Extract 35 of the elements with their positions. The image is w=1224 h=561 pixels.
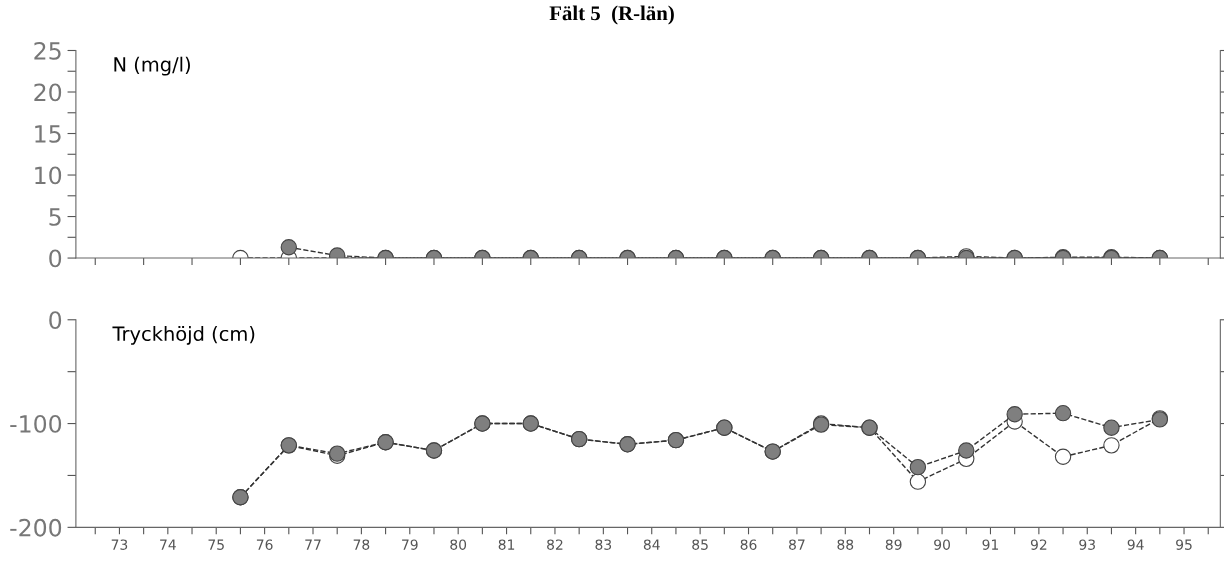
chart-title: Fält 5 (R-län) (549, 5, 674, 25)
x-tick-label: 74 (160, 539, 176, 550)
x-tick-label: 85 (692, 539, 708, 550)
x-tick-label: 89 (885, 539, 902, 550)
y-tick-label: 25 (34, 41, 61, 60)
x-tick-label: 77 (305, 539, 321, 550)
x-tick-label: 92 (1030, 539, 1047, 550)
x-tick-label: 93 (1079, 539, 1095, 550)
y-tick-label: 15 (35, 125, 61, 143)
y-tick-label: 0 (49, 249, 62, 268)
y-tick-label: -200 (10, 518, 62, 537)
x-tick-label: 86 (740, 539, 757, 550)
x-tick-label: 87 (789, 539, 805, 550)
x-tick-label: 84 (643, 539, 660, 550)
y-tick-label: 0 (49, 311, 62, 330)
y-tick-label: -100 (10, 415, 62, 433)
x-tick-label: 95 (1176, 539, 1192, 550)
x-tick-label: 91 (982, 539, 999, 550)
x-tick-label: 94 (1127, 539, 1144, 550)
y-axis-title: Tryckhöjd (cm) (112, 326, 255, 345)
x-tick-label: 75 (208, 539, 224, 550)
x-tick-label: 76 (256, 539, 273, 550)
y-tick-label: 20 (34, 83, 62, 102)
y-tick-label: 5 (49, 208, 61, 226)
x-tick-label: 78 (353, 539, 370, 550)
x-tick-label: 88 (837, 539, 854, 550)
x-tick-label: 73 (111, 539, 128, 550)
x-tick-label: 80 (450, 539, 467, 550)
x-tick-label: 82 (547, 539, 563, 550)
x-tick-label: 83 (595, 539, 612, 550)
x-tick-label: 79 (402, 539, 418, 550)
x-tick-label: 90 (934, 539, 950, 550)
y-axis-title: N (mg/l) (114, 56, 190, 76)
x-tick-label: 81 (498, 539, 515, 550)
y-tick-label: 10 (35, 166, 62, 185)
